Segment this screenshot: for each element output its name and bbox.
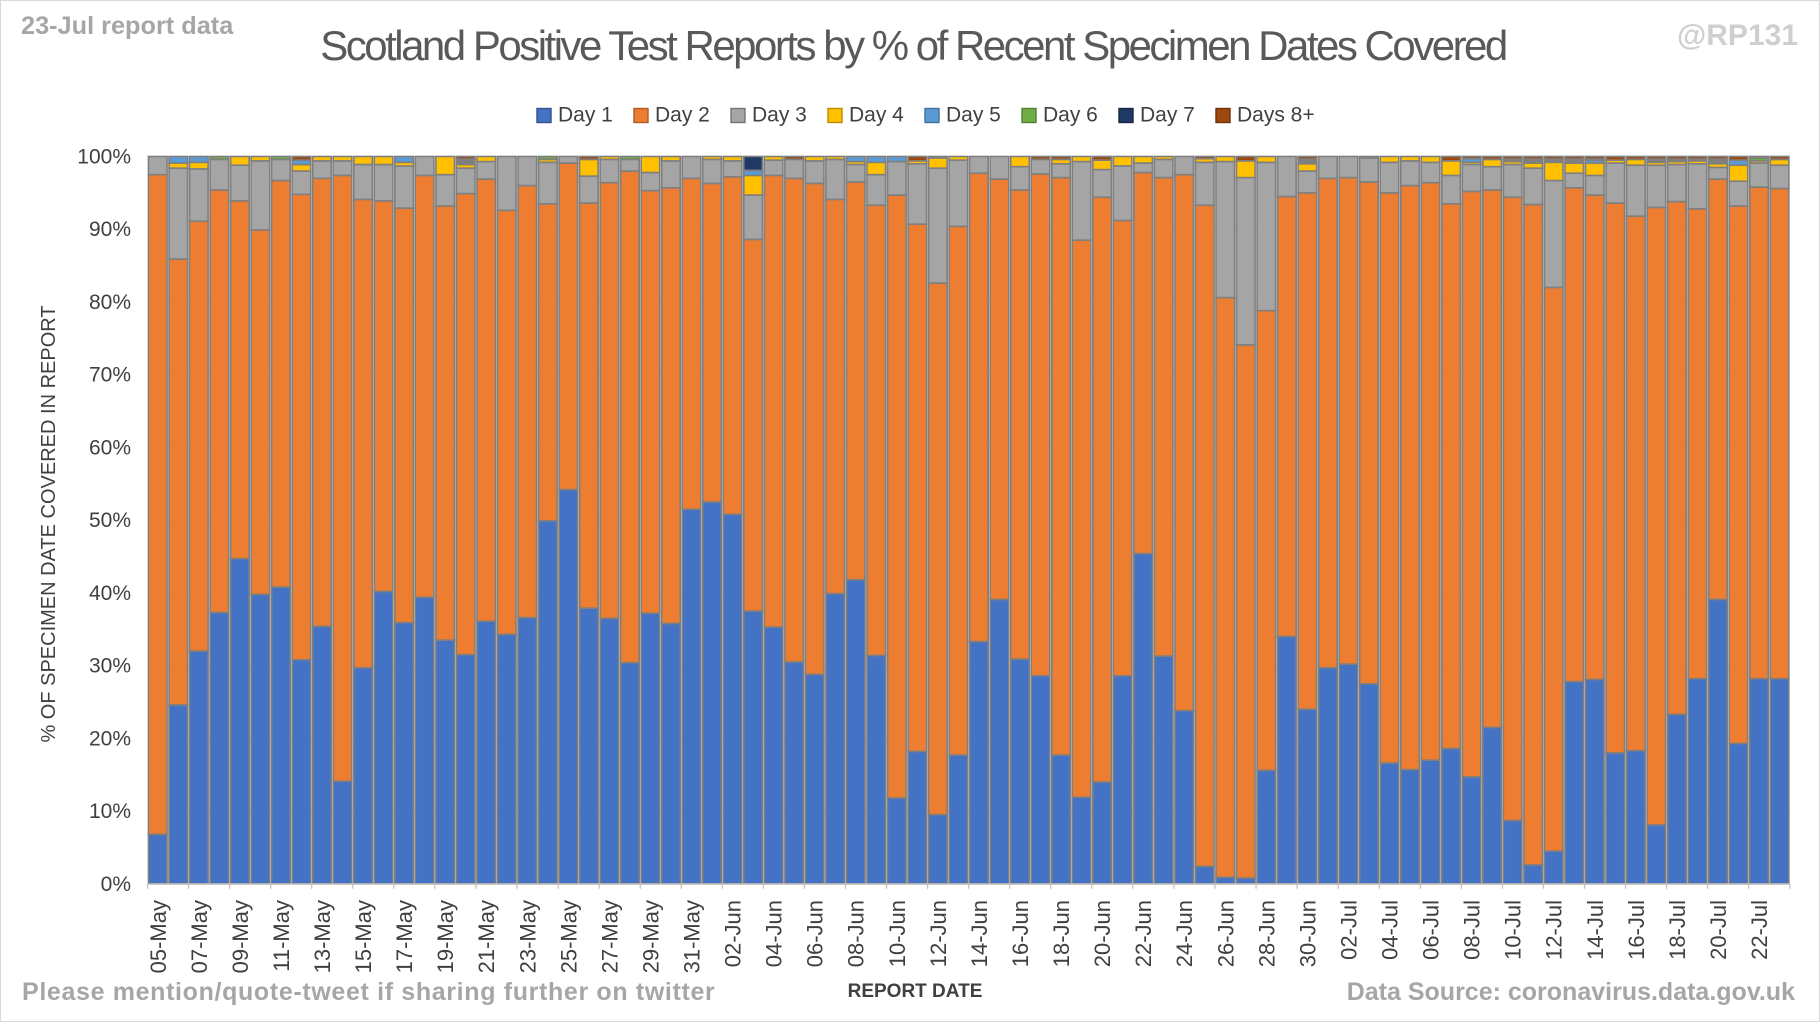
svg-text:70%: 70% [89, 364, 131, 387]
svg-text:18-Jul: 18-Jul [1665, 900, 1690, 960]
svg-text:Please mention/quote-tweet if: Please mention/quote-tweet if sharing fu… [22, 978, 715, 1006]
svg-text:20-Jul: 20-Jul [1706, 900, 1731, 960]
svg-text:25-May: 25-May [556, 900, 581, 973]
svg-text:22-Jun: 22-Jun [1131, 900, 1156, 967]
svg-text:06-Jun: 06-Jun [803, 900, 828, 967]
svg-text:17-May: 17-May [392, 900, 417, 973]
svg-text:13-May: 13-May [310, 900, 335, 973]
svg-text:100%: 100% [77, 146, 131, 169]
svg-text:28-Jun: 28-Jun [1254, 900, 1279, 967]
svg-text:Day 3: Day 3 [752, 104, 807, 127]
svg-text:Day 1: Day 1 [558, 104, 613, 127]
svg-text:Day 7: Day 7 [1140, 104, 1195, 127]
svg-text:@RP131: @RP131 [1677, 19, 1798, 52]
svg-text:27-May: 27-May [597, 900, 622, 973]
svg-text:50%: 50% [89, 509, 131, 532]
svg-text:22-Jul: 22-Jul [1747, 900, 1772, 960]
svg-text:29-May: 29-May [639, 900, 664, 973]
svg-text:30-Jun: 30-Jun [1295, 900, 1320, 967]
svg-text:20-Jun: 20-Jun [1090, 900, 1115, 967]
svg-text:26-Jun: 26-Jun [1213, 900, 1238, 967]
svg-text:02-Jun: 02-Jun [721, 900, 746, 967]
svg-text:90%: 90% [89, 218, 131, 241]
svg-text:12-Jul: 12-Jul [1542, 900, 1567, 960]
svg-text:18-Jun: 18-Jun [1049, 900, 1074, 967]
svg-text:21-May: 21-May [474, 900, 499, 973]
svg-text:REPORT DATE: REPORT DATE [848, 981, 983, 1002]
svg-text:40%: 40% [89, 582, 131, 605]
svg-text:10%: 10% [89, 800, 131, 823]
svg-text:80%: 80% [89, 291, 131, 314]
svg-text:60%: 60% [89, 436, 131, 459]
svg-text:20%: 20% [89, 727, 131, 750]
svg-text:05-May: 05-May [146, 900, 171, 973]
svg-text:23-Jul report data: 23-Jul report data [21, 12, 234, 40]
svg-text:Day 5: Day 5 [946, 104, 1001, 127]
svg-text:02-Jul: 02-Jul [1336, 900, 1361, 960]
svg-text:0%: 0% [101, 873, 131, 896]
svg-text:31-May: 31-May [680, 900, 705, 973]
svg-text:04-Jun: 04-Jun [762, 900, 787, 967]
svg-text:12-Jun: 12-Jun [926, 900, 951, 967]
svg-text:14-Jul: 14-Jul [1583, 900, 1608, 960]
svg-text:15-May: 15-May [351, 900, 376, 973]
svg-text:10-Jul: 10-Jul [1501, 900, 1526, 960]
svg-text:08-Jun: 08-Jun [844, 900, 869, 967]
svg-text:11-May: 11-May [269, 900, 294, 972]
svg-text:10-Jun: 10-Jun [885, 900, 910, 967]
svg-text:24-Jun: 24-Jun [1172, 900, 1197, 967]
svg-text:16-Jun: 16-Jun [1008, 900, 1033, 967]
svg-text:07-May: 07-May [187, 900, 212, 973]
svg-text:19-May: 19-May [433, 900, 458, 973]
svg-text:Scotland Positive Test Reports: Scotland Positive Test Reports by % of R… [320, 22, 1506, 69]
svg-text:Day 2: Day 2 [655, 104, 710, 127]
svg-text:08-Jul: 08-Jul [1460, 900, 1485, 960]
svg-text:30%: 30% [89, 655, 131, 678]
svg-text:14-Jun: 14-Jun [967, 900, 992, 967]
svg-text:06-Jul: 06-Jul [1419, 900, 1444, 960]
svg-text:04-Jul: 04-Jul [1378, 900, 1403, 960]
svg-text:Day 4: Day 4 [849, 104, 904, 127]
svg-text:Days 8+: Days 8+ [1237, 104, 1315, 127]
svg-text:23-May: 23-May [515, 900, 540, 973]
svg-text:Data Source: coronavirus.data.: Data Source: coronavirus.data.gov.uk [1347, 978, 1795, 1006]
svg-text:16-Jul: 16-Jul [1624, 900, 1649, 960]
svg-text:09-May: 09-May [228, 900, 253, 973]
svg-text:% OF SPECIMEN DATE COVERED IN: % OF SPECIMEN DATE COVERED IN REPORT [38, 305, 60, 742]
svg-text:Day 6: Day 6 [1043, 104, 1098, 127]
